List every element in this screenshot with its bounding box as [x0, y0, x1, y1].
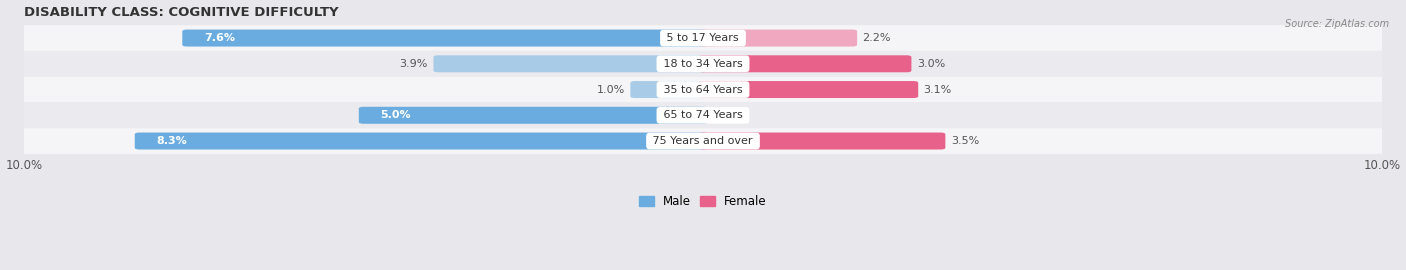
FancyBboxPatch shape: [4, 102, 1402, 128]
Text: 5 to 17 Years: 5 to 17 Years: [664, 33, 742, 43]
Text: 3.9%: 3.9%: [399, 59, 427, 69]
FancyBboxPatch shape: [4, 25, 1402, 51]
FancyBboxPatch shape: [699, 133, 945, 150]
Text: 75 Years and over: 75 Years and over: [650, 136, 756, 146]
FancyBboxPatch shape: [4, 51, 1402, 77]
Text: 18 to 34 Years: 18 to 34 Years: [659, 59, 747, 69]
FancyBboxPatch shape: [630, 81, 707, 98]
Legend: Male, Female: Male, Female: [640, 195, 766, 208]
Text: 3.1%: 3.1%: [924, 85, 952, 94]
FancyBboxPatch shape: [699, 81, 918, 98]
Text: 5.0%: 5.0%: [381, 110, 411, 120]
FancyBboxPatch shape: [4, 128, 1402, 154]
Text: 3.5%: 3.5%: [950, 136, 979, 146]
FancyBboxPatch shape: [135, 133, 707, 150]
Text: 65 to 74 Years: 65 to 74 Years: [659, 110, 747, 120]
FancyBboxPatch shape: [4, 77, 1402, 102]
Text: 3.0%: 3.0%: [917, 59, 945, 69]
Text: 0.0%: 0.0%: [713, 110, 741, 120]
FancyBboxPatch shape: [183, 29, 707, 46]
Text: 35 to 64 Years: 35 to 64 Years: [659, 85, 747, 94]
Text: DISABILITY CLASS: COGNITIVE DIFFICULTY: DISABILITY CLASS: COGNITIVE DIFFICULTY: [24, 6, 339, 19]
Text: 2.2%: 2.2%: [862, 33, 891, 43]
FancyBboxPatch shape: [359, 107, 707, 124]
FancyBboxPatch shape: [699, 55, 911, 72]
FancyBboxPatch shape: [699, 29, 858, 46]
Text: 7.6%: 7.6%: [204, 33, 235, 43]
Text: Source: ZipAtlas.com: Source: ZipAtlas.com: [1285, 19, 1389, 29]
FancyBboxPatch shape: [433, 55, 707, 72]
Text: 1.0%: 1.0%: [596, 85, 624, 94]
Text: 8.3%: 8.3%: [156, 136, 187, 146]
